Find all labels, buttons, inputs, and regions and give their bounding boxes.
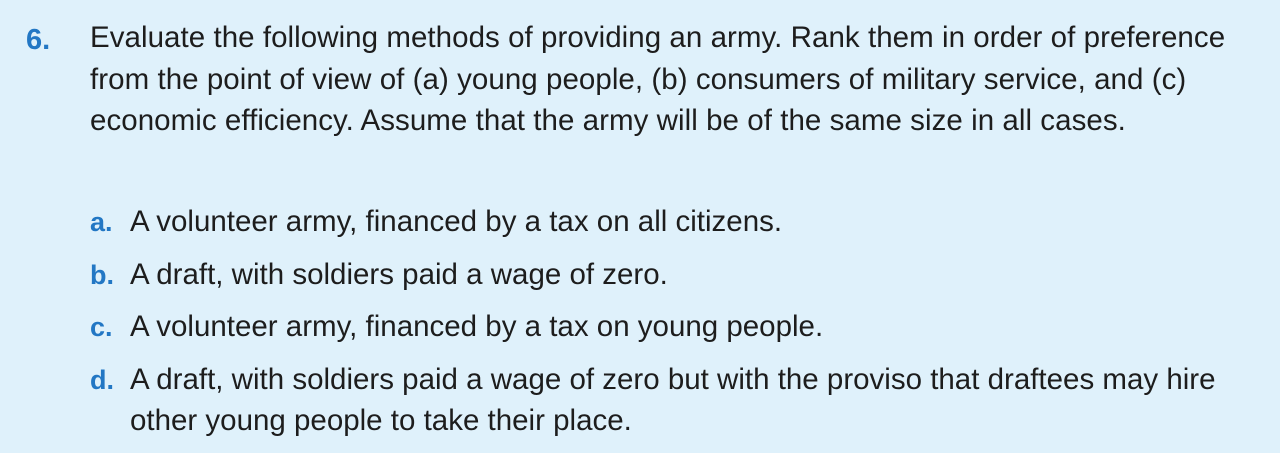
exercise-question: 6. Evaluate the following methods of pro… [26, 21, 1226, 437]
option-text: A volunteer army, financed by a tax on a… [130, 205, 783, 238]
option-d: d. A draft, with soldiers paid a wage of… [90, 359, 1260, 442]
question-number: 6. [26, 24, 51, 56]
option-c: c. A volunteer army, financed by a tax o… [90, 306, 1260, 348]
option-letter: b. [90, 259, 114, 290]
option-list: a. A volunteer army, financed by a tax o… [90, 201, 1260, 453]
option-text: A draft, with soldiers paid a wage of ze… [130, 257, 668, 291]
option-text: A draft, with soldiers paid a wage of ze… [130, 362, 1216, 438]
option-letter: a. [90, 207, 113, 237]
option-text: A volunteer army, financed by a tax on y… [130, 310, 824, 343]
question-text: Evaluate the following methods of provid… [90, 21, 1226, 137]
option-letter: d. [90, 364, 114, 395]
option-a: a. A volunteer army, financed by a tax o… [90, 201, 1260, 243]
option-b: b. A draft, with soldiers paid a wage of… [90, 254, 1260, 296]
option-letter: c. [90, 312, 113, 342]
